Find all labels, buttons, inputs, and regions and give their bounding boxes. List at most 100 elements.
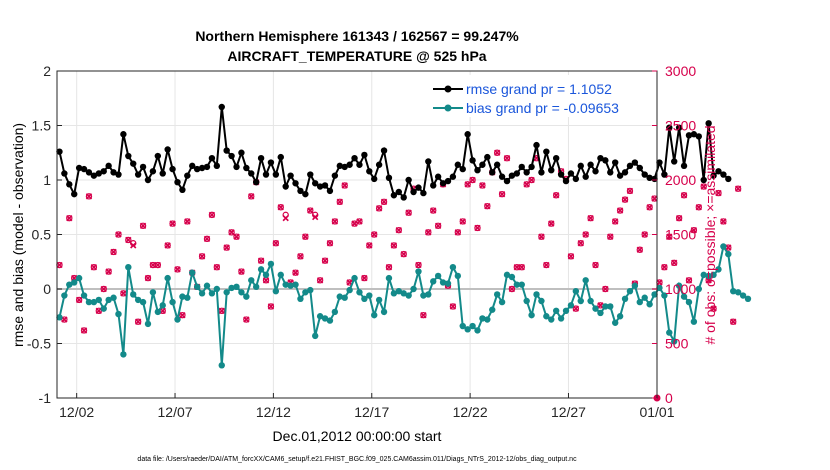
obs-possible-point [415,261,422,269]
bias-point [321,315,329,322]
obs-assimilated-point [479,182,486,189]
bias-point [434,272,442,280]
bias-point [272,287,280,295]
bias-point [356,289,363,296]
obs-assimilated-point [553,192,560,199]
obs-assimilated-point [700,183,707,190]
legend: rmse grand pr = 1.1052 bias grand pr = -… [428,75,652,117]
rmse-point [179,186,186,194]
obs-possible-point [498,190,506,198]
bias-point [725,250,732,258]
bias-point [302,289,309,296]
bias-point [695,285,703,293]
rmse-point [415,184,422,191]
bias-point [538,297,545,305]
rmse-point [61,170,68,177]
obs-possible-point [626,187,634,195]
bias-point [410,285,417,293]
bias-point [656,284,663,292]
obs-possible-point [607,233,614,240]
obs-possible-point [66,214,73,222]
obs-possible-point [577,240,584,247]
bias-point [700,271,707,279]
rmse-point [321,182,329,189]
obs-possible-point [272,240,280,247]
obs-possible-point [420,311,427,319]
obs-assimilated-point [307,207,314,214]
bias-point [631,282,639,289]
y-tick-label-left: 0.5 [32,227,52,243]
obs-assimilated-point [277,204,284,211]
rmse-point [700,176,707,184]
rmse-point [543,148,550,155]
bias-point [341,294,348,301]
obs-assimilated-point [66,214,73,222]
obs-assimilated-point [95,307,102,314]
obs-possible-point [730,318,737,325]
obs-possible-point [248,193,255,200]
rmse-point [725,175,732,183]
rmse-point [597,155,604,162]
obs-assimilated-point [179,311,186,319]
rmse-point [336,162,343,170]
bias-point [449,264,457,271]
rmse-point [430,182,437,189]
bias-point [484,316,491,323]
obs-assimilated-point [326,240,334,247]
rmse-point [616,172,624,179]
obs-possible-point [582,231,589,238]
obs-possible-point [493,149,501,156]
y-tick-label-right: 1000 [665,281,696,297]
bias-point [71,279,78,286]
bias-point [744,295,752,303]
obs-possible-point [449,303,457,310]
bias-point [592,305,599,312]
bias-point [671,338,678,345]
obs-assimilated-point [356,218,363,225]
rmse-point [139,163,147,171]
bias-point [134,296,142,304]
bias-point [730,287,737,295]
bias-point [385,274,393,282]
rmse-point [272,171,280,178]
bias-point [336,293,343,300]
rmse-point [577,162,584,170]
obs-assimilated-point [464,181,471,188]
rmse-point [538,169,545,176]
bias-point [469,322,476,330]
obs-possible-point [503,154,511,162]
bias-point [395,287,403,295]
rmse-point [434,173,442,180]
bias-point [503,271,511,279]
bias-point [154,308,162,316]
rmse-point [95,170,103,177]
obs-possible-point [434,222,442,229]
obs-possible-point [184,218,191,225]
obs-assimilated-point [321,257,329,264]
rmse-point [75,164,83,172]
x-tick-label: 01/01 [639,404,674,420]
obs-assimilated-point [336,198,343,205]
rmse-point [533,141,540,149]
rmse-point [203,163,211,171]
y-tick-label-left: 1 [43,172,51,188]
y-tick-label-left: 2 [43,63,51,79]
rmse-point [385,174,393,182]
obs-possible-point [390,242,398,249]
rmse-point [218,103,225,111]
obs-possible-point [474,224,481,232]
bias-point [311,332,319,340]
obs-assimilated-point [272,240,280,247]
x-tick-label: 12/12 [256,404,291,420]
obs-possible-point [646,204,653,211]
bias-point [705,272,712,280]
obs-assimilated-point [80,327,88,334]
obs-possible-point [548,220,555,227]
bias-point [557,315,565,322]
obs-assimilated-point [528,176,535,184]
rmse-point [489,169,496,176]
rmse-point [469,157,476,164]
obs-possible-point [100,285,107,293]
obs-possible-point [616,207,624,214]
rmse-point [351,155,358,162]
